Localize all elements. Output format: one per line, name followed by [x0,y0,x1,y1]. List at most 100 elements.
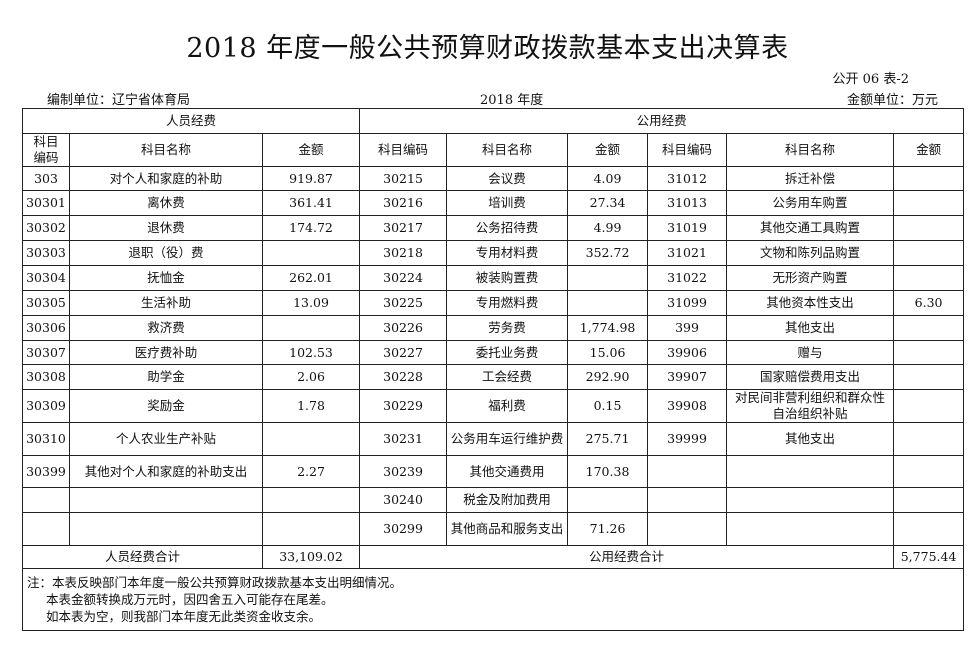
cell-code: 30299 [359,512,448,546]
table-row: 30304 抚恤金 262.01 30224 被装购置费 31022 无形资产购置 [22,265,965,291]
cell-code: 39999 [647,422,728,456]
amount-unit: 金额单位：万元 [846,93,938,108]
cell-amount: 262.01 [261,265,361,291]
cell-amount [893,265,965,291]
cell-amount: 13.09 [261,290,361,316]
cell-code: 39906 [647,340,728,365]
cell-name: 被装购置费 [446,265,569,291]
cell-name: 会议费 [446,166,569,191]
cell-name: 其他商品和服务支出 [446,512,569,546]
cell-name: 培训费 [446,190,569,216]
cell-name: 公务用车购置 [726,190,895,216]
cell-amount [567,487,649,513]
col-header-name: 科目名称 [69,133,263,167]
cell-code [22,512,70,546]
cell-code: 30302 [22,215,70,241]
cell-code: 31022 [647,265,728,291]
cell-amount: 6.30 [893,290,965,316]
col-header-code: 科目编码 [22,133,70,167]
cell-code: 303 [22,166,70,191]
cell-amount: 102.53 [261,340,361,365]
cell-amount [261,487,361,513]
cell-name: 劳务费 [446,315,569,341]
cell-amount [567,290,649,316]
cell-name: 其他支出 [726,315,895,341]
cell-name [726,487,895,513]
cell-code: 30217 [359,215,448,241]
cell-name: 救济费 [69,315,263,341]
cell-name [69,487,263,513]
cell-amount: 71.26 [567,512,649,546]
public-header: 公用经费 [359,108,965,134]
cell-code [647,512,728,546]
cell-code: 30218 [359,240,448,266]
cell-amount: 174.72 [261,215,361,241]
table-code: 公开 06 表-2 [832,72,909,87]
cell-name: 其他资本性支出 [726,290,895,316]
cell-code: 30399 [22,455,70,488]
cell-name: 国家赔偿费用支出 [726,364,895,390]
cell-amount [893,422,965,456]
note-line: 注：本表反映部门本年度一般公共预算财政拨款基本支出明细情况。 [27,575,403,590]
cell-name [726,455,895,488]
cell-amount [567,265,649,291]
cell-code: 30304 [22,265,70,291]
table-row: 30301 离休费 361.41 30216 培训费 27.34 31013 公务用车购置 [22,190,965,216]
cell-code: 39907 [647,364,728,390]
notes: 注：本表反映部门本年度一般公共预算财政拨款基本支出明细情况。 本表金额转换成万元时… [21,568,965,631]
cell-code: 30309 [22,389,70,423]
personnel-total-value: 33,109.02 [261,545,361,569]
table-row: 30303 退职（役）费 30218 专用材料费 352.72 31021 文物和陈列品购置 [22,240,965,266]
col-header-code: 科目编码 [647,133,728,167]
cell-amount: 4.99 [567,215,649,241]
cell-code: 30306 [22,315,70,341]
cell-code: 30228 [359,364,448,390]
cell-name: 文物和陈列品购置 [726,240,895,266]
cell-amount [893,512,965,546]
cell-amount [893,487,965,513]
cell-amount [893,190,965,216]
cell-code: 30226 [359,315,448,341]
cell-amount [261,240,361,266]
cell-name: 税金及附加费用 [446,487,569,513]
cell-amount [261,422,361,456]
cell-amount: 1,774.98 [567,315,649,341]
table-row: 30309 奖励金 1.78 30229 福利费 0.15 39908 对民间非营利组织和群众… [22,389,965,423]
table-row: 30308 助学金 2.06 30228 工会经费 292.90 39907 国家赔偿费用支出 [22,364,965,390]
cell-amount: 292.90 [567,364,649,390]
cell-name: 退职（役）费 [69,240,263,266]
cell-name: 助学金 [69,364,263,390]
cell-amount [261,315,361,341]
public-total-value: 5,775.44 [893,545,965,569]
cell-amount: 275.71 [567,422,649,456]
col-header-amount: 金额 [261,133,361,167]
col-header-amount: 金额 [567,133,649,167]
cell-name: 公务用车运行维护费 [446,422,569,456]
cell-name: 对个人和家庭的补助 [69,166,263,191]
cell-code: 30231 [359,422,448,456]
notes-row: 注：本表反映部门本年度一般公共预算财政拨款基本支出明细情况。 本表金额转换成万元时… [21,568,965,631]
cell-code: 30216 [359,190,448,216]
column-header-row: 科目编码 科目名称 金额 科目编码 科目名称 金额 科目编码 科目名称 金额 [22,133,965,167]
cell-amount: 0.15 [567,389,649,423]
cell-amount: 4.09 [567,166,649,191]
cell-code: 30225 [359,290,448,316]
cell-code: 39908 [647,389,728,423]
cell-name: 专用燃料费 [446,290,569,316]
cell-name: 委托业务费 [446,340,569,365]
table-row: 30305 生活补助 13.09 30225 专用燃料费 31099 其他资本性支出 6.30 [22,290,965,316]
cell-amount: 170.38 [567,455,649,488]
table-row: 30310 个人农业生产补贴 30231 公务用车运行维护费 275.71 39999 其他… [22,422,965,456]
compiling-unit: 编制单位：辽宁省体育局 [47,93,191,108]
cell-name [69,512,263,546]
public-total-label: 公用经费合计 [359,545,895,569]
cell-code: 399 [647,315,728,341]
table-row: 303 对个人和家庭的补助 919.87 30215 会议费 4.09 31012 拆迁补偿 [22,166,965,191]
cell-code: 30229 [359,389,448,423]
cell-name: 无形资产购置 [726,265,895,291]
table-row: 30399 其他对个人和家庭的补助支出 2.27 30239 其他交通费用 170.38 [22,455,965,488]
cell-amount: 27.34 [567,190,649,216]
cell-code [647,487,728,513]
cell-amount: 919.87 [261,166,361,191]
cell-amount [893,315,965,341]
